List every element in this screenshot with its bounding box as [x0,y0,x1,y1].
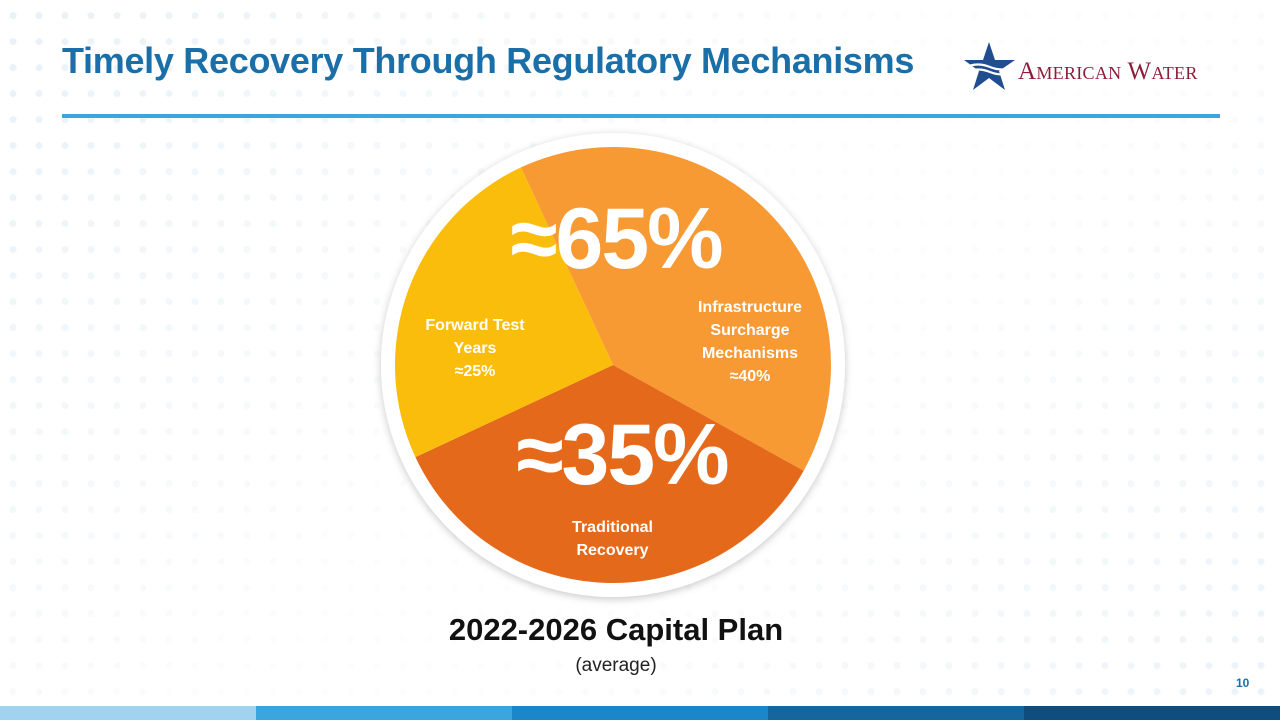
slice-label-line: ≈25% [454,363,496,380]
slice-label-line: Surcharge [710,322,790,339]
company-logo: American Water [964,40,1224,96]
pie-slice-1 [415,365,804,584]
slice-label-line: Traditional [572,519,653,536]
slice-label-line: Forward Test [425,317,525,334]
chart-caption: 2022-2026 Capital Plan [448,612,784,647]
footer-bar-segment [1024,706,1280,720]
slice-label-line: Mechanisms [701,345,799,362]
slice-label-infrastructure: Infrastructure Surcharge Mechanisms ≈40% [680,296,820,388]
footer-bar-segment [0,706,256,720]
slice-label-forward-test: Forward Test Years ≈25% [410,314,540,383]
page-title: Timely Recovery Through Regulatory Mecha… [62,40,915,81]
star-wave-icon [964,42,1017,90]
footer-bar-segment [768,706,1024,720]
slice-label-line: Recovery [576,542,649,559]
footer-bar-segment [256,706,512,720]
pie-slice-0 [520,146,832,471]
title-rule [62,114,1220,118]
page-number: 10 [1236,676,1250,690]
pie-slices [394,146,832,584]
logo-text: American Water [1018,58,1198,85]
footer-bar-segment [512,706,768,720]
group-label-35: ≈35% [516,407,729,503]
chart-subcaption: (average) [575,655,657,676]
pie-slice-2 [394,167,613,458]
slice-label-line: ≈40% [729,368,771,385]
group-label-65: ≈65% [510,191,723,287]
slice-label-line: Infrastructure [697,299,803,316]
slice-label-traditional: Traditional Recovery [545,516,680,562]
slice-label-line: Years [453,340,497,357]
footer-color-bar [0,706,1280,720]
